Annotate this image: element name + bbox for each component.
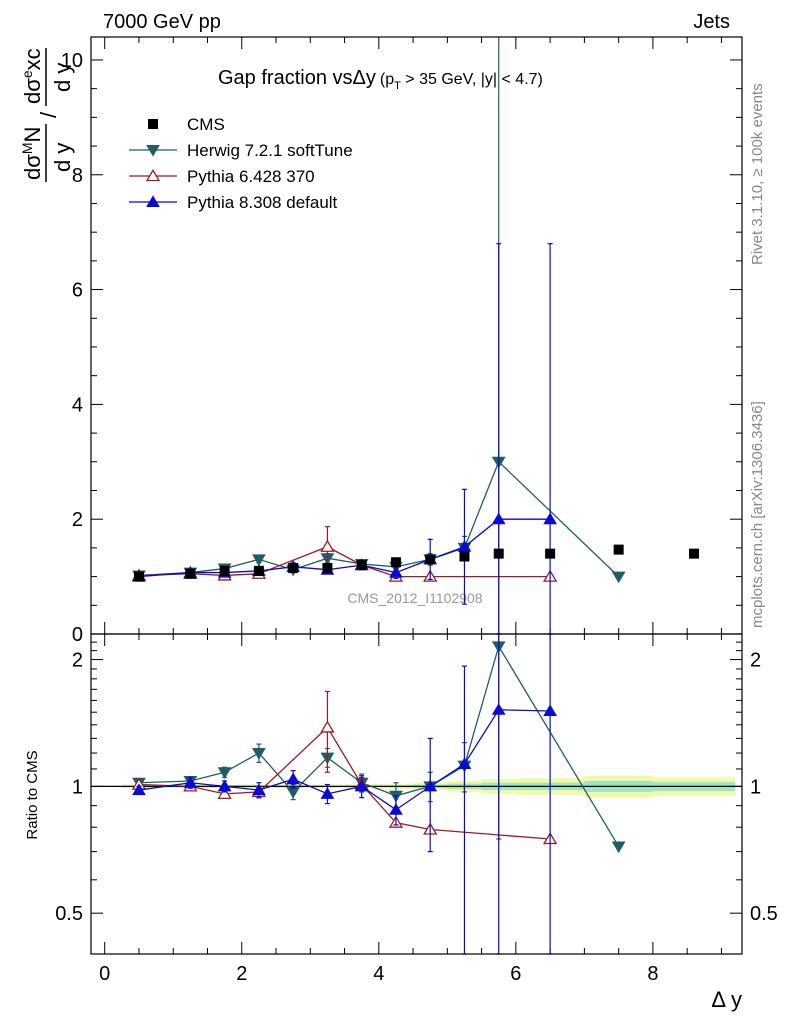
cms-data-point: [185, 568, 196, 579]
reference-layer: [133, 544, 700, 582]
y-tick-label: 2: [72, 509, 83, 531]
ratio-point: [320, 720, 335, 733]
energy-label: 7000 GeV pp: [103, 11, 221, 33]
cms-data-point: [613, 544, 624, 555]
cms-data-point: [493, 548, 504, 559]
ratio-point: [286, 786, 301, 799]
cms-data-point: [288, 562, 299, 573]
ratio-point: [320, 787, 335, 799]
x-tick-label: 2: [236, 963, 247, 985]
series-2: [132, 243, 558, 955]
legend-marker: [146, 145, 160, 157]
cms-data-point: [545, 548, 556, 559]
data-point: [611, 571, 626, 584]
cms-data-point: [133, 571, 144, 582]
ratio-tick-label: 2: [72, 650, 83, 672]
ratio-point: [611, 841, 626, 854]
ratio-point: [252, 783, 266, 796]
ratio-point: [491, 703, 506, 715]
y-tick-label: 6: [72, 280, 83, 302]
ratio-ylabel: Ratio to CMS: [24, 750, 41, 839]
data-point: [389, 565, 403, 578]
ratio-point: [354, 779, 369, 792]
cms-data-point: [322, 562, 333, 573]
svg-text:/: /: [36, 111, 61, 118]
x-axis-label: Δ y: [711, 987, 742, 1012]
cms-data-point: [390, 557, 401, 568]
svg-text:d y: d y: [50, 63, 75, 92]
data-point: [543, 512, 558, 525]
ratio-tick-label: 0.5: [55, 903, 83, 925]
series-line: [138, 460, 620, 578]
series-ratio-line: [138, 709, 551, 811]
axis-ticks: [91, 37, 742, 954]
ratio-tick-label-right: 0.5: [750, 903, 778, 925]
y-tick-label: 4: [72, 394, 83, 416]
svg-text:Gap fraction vsΔy(pT > 35 GeV,: Gap fraction vsΔy (pT > 35 GeV, |y| < 4.7…: [218, 67, 543, 92]
x-tick-label: 8: [647, 963, 658, 985]
ratio-tick-label-right: 1: [750, 776, 761, 798]
ratio-point: [252, 748, 266, 760]
ratio-point: [132, 783, 146, 796]
cms-data-point: [253, 565, 264, 576]
ratio-point: [286, 772, 301, 785]
y-tick-label: 8: [72, 165, 83, 187]
data-point: [320, 539, 335, 552]
main-ylabel: dσMN d y / dσexc d y: [19, 48, 75, 182]
tick-labels: 0 2 4 6 8 0 2 4 6 8 10 0.5 0.5 1 1 2 2: [55, 50, 778, 985]
cms-data-point: [689, 548, 700, 559]
svg-text:d y: d y: [50, 143, 75, 172]
y-tick-label: 0: [72, 624, 83, 646]
svg-text:dσMN: dσMN: [19, 127, 45, 180]
ratio-point: [217, 779, 232, 792]
cms-data-point: [425, 554, 436, 565]
ratio-point: [457, 757, 472, 770]
plot-frames: [90, 36, 743, 955]
series-ratio-line: [138, 644, 620, 847]
rivet-version-label: Rivet 3.1.10, ≥ 100k events: [749, 83, 766, 265]
process-label: Jets: [693, 11, 730, 33]
legend-marker: [148, 119, 158, 129]
data-point: [457, 540, 472, 552]
svg-text:dσexc: dσexc: [19, 48, 45, 104]
legend-marker: [146, 195, 160, 207]
cms-data-point: [459, 551, 470, 562]
chart-title: Gap fraction vsΔy (pT > 35 GeV, |y| < 4.7…: [218, 67, 543, 92]
ratio-tick-label: 1: [72, 776, 83, 798]
cms-data-point: [356, 560, 367, 571]
ratio-plot-frame: [90, 633, 743, 955]
legend-label: Pythia 6.428 370: [187, 167, 315, 186]
ratio-tick-label-right: 2: [750, 650, 761, 672]
data-point: [252, 554, 266, 567]
cms-data-point: [219, 565, 230, 576]
x-tick-label: 4: [373, 963, 384, 985]
legend: CMS Herwig 7.2.1 softTune Pythia 6.428 370…: [129, 115, 353, 212]
legend-label: Herwig 7.2.1 softTune: [187, 141, 353, 160]
ratio-point: [217, 767, 232, 779]
x-tick-label: 6: [510, 963, 521, 985]
ratio-point: [423, 779, 438, 792]
ratio-point: [183, 776, 198, 788]
analysis-watermark: CMS_2012_I1102908: [347, 590, 482, 606]
legend-marker: [145, 169, 161, 182]
series-1: [131, 526, 558, 845]
legend-label: Pythia 8.308 default: [187, 193, 338, 212]
y-tick-label: 10: [61, 50, 83, 72]
ratio-point: [543, 704, 558, 716]
legend-label: CMS: [187, 115, 225, 134]
data-point: [491, 512, 506, 525]
x-tick-label: 0: [99, 963, 110, 985]
series-line: [138, 518, 551, 578]
ratio-point: [217, 786, 232, 799]
ratio-point: [389, 803, 403, 815]
mcplots-label: mcplots.cern.ch [arXiv:1306.3436]: [749, 401, 766, 628]
